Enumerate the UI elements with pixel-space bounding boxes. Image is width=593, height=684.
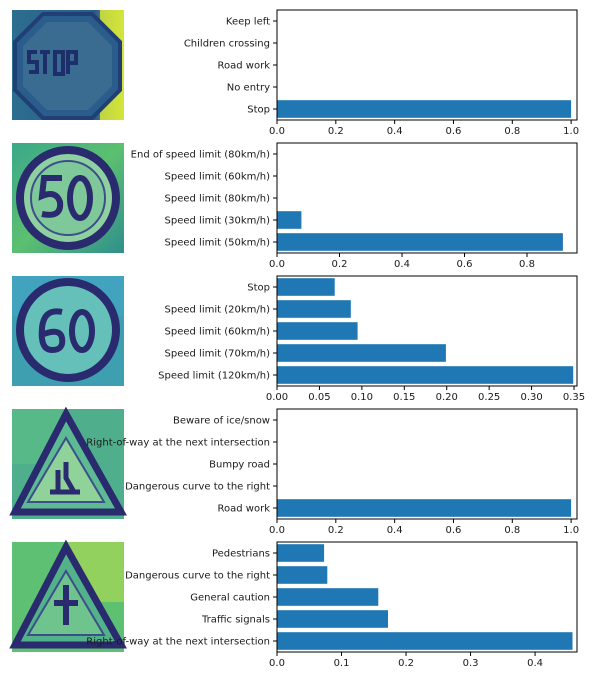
- category-label: Road work: [218, 504, 271, 515]
- x-tick-label: 0.2: [332, 259, 348, 270]
- category-label: Speed limit (60km/h): [165, 327, 271, 338]
- category-label: Keep left: [226, 17, 270, 28]
- category-label: Beware of ice/snow: [173, 416, 270, 427]
- axes-frame: [276, 9, 578, 121]
- category-label: Speed limit (60km/h): [165, 172, 271, 183]
- axes-frame: [276, 275, 578, 387]
- x-tick-label: 0.6: [457, 259, 473, 270]
- stop-sign-thumbnail: [12, 10, 124, 120]
- right-of-way-thumbnail: [9, 539, 127, 652]
- bar: [277, 100, 572, 118]
- chart-2: Speed limit (50km/h) Speed limit (30km/h)…: [131, 142, 578, 270]
- category-label: Stop: [247, 283, 270, 294]
- x-tick-label: 0.10: [351, 392, 373, 403]
- x-tick-label: 0.6: [446, 525, 462, 536]
- category-label: Speed limit (50km/h): [165, 238, 271, 249]
- x-tick-label: 0.15: [393, 392, 415, 403]
- bar: [277, 278, 335, 296]
- x-tick-label: 0.8: [504, 126, 520, 137]
- x-tick-label: 0.0: [269, 259, 285, 270]
- category-label: Speed limit (20km/h): [165, 305, 271, 316]
- x-tick-label: 0.0: [269, 525, 285, 536]
- bar: [277, 566, 328, 584]
- axes-frame: [276, 142, 578, 254]
- x-tick-label: 0.35: [563, 392, 585, 403]
- bar: [277, 344, 446, 362]
- category-label: Speed limit (30km/h): [165, 216, 271, 227]
- category-label: Right-of-way at the next intersection: [86, 438, 270, 449]
- x-tick-label: 1.0: [563, 525, 579, 536]
- chart-1: Stop No entry Road work Children crossing Ke…: [184, 9, 579, 137]
- x-tick-label: 0.4: [527, 658, 543, 669]
- x-tick-label: 0.05: [308, 392, 330, 403]
- category-label: Pedestrians: [212, 549, 270, 560]
- x-tick-label: 0.25: [478, 392, 500, 403]
- category-label: Road work: [218, 61, 271, 72]
- category-label: General caution: [190, 593, 270, 604]
- category-label: Bumpy road: [209, 460, 270, 471]
- bar: [277, 588, 379, 606]
- x-tick-label: 0.20: [436, 392, 458, 403]
- x-tick-label: 0.2: [328, 525, 344, 536]
- category-label: Dangerous curve to the right: [125, 571, 270, 582]
- x-tick-label: 0.6: [446, 126, 462, 137]
- category-label: No entry: [227, 83, 270, 94]
- chart-4: Road work Dangerous curve to the right Bum…: [86, 408, 579, 536]
- x-tick-label: 0.0: [269, 126, 285, 137]
- category-label: Speed limit (80km/h): [165, 194, 271, 205]
- bar: [277, 610, 388, 628]
- category-label: Traffic signals: [201, 615, 270, 626]
- category-label: Right-of-way at the next intersection: [86, 637, 270, 648]
- chart-5: Right-of-way at the next intersection Tra…: [86, 541, 578, 669]
- speed-limit-50-thumbnail: [12, 143, 124, 253]
- bar: [277, 211, 302, 229]
- x-tick-label: 0.3: [463, 658, 479, 669]
- x-tick-label: 0.0: [269, 658, 285, 669]
- axes-frame: [276, 408, 578, 520]
- chart-3: Speed limit (120km/h) Speed limit (70km/h…: [158, 275, 585, 403]
- x-tick-label: 0.4: [394, 259, 410, 270]
- category-label: Children crossing: [184, 39, 270, 50]
- category-label: Speed limit (70km/h): [165, 349, 271, 360]
- category-label: End of speed limit (80km/h): [131, 150, 270, 161]
- road-work-thumbnail: [9, 406, 127, 519]
- x-tick-label: 0.8: [504, 525, 520, 536]
- category-label: Speed limit (120km/h): [158, 371, 270, 382]
- category-label: Dangerous curve to the right: [125, 482, 270, 493]
- bar: [277, 300, 351, 318]
- bar: [277, 632, 573, 650]
- x-tick-label: 0.2: [328, 126, 344, 137]
- bar: [277, 233, 563, 251]
- bar: [277, 544, 325, 562]
- category-label: Stop: [247, 105, 270, 116]
- x-tick-label: 0.00: [266, 392, 288, 403]
- speed-limit-60-thumbnail: [12, 276, 124, 386]
- x-tick-label: 0.2: [398, 658, 414, 669]
- x-tick-label: 1.0: [563, 126, 579, 137]
- x-tick-label: 0.4: [387, 525, 403, 536]
- x-tick-label: 0.30: [520, 392, 542, 403]
- axes-frame: [276, 541, 578, 653]
- bar: [277, 366, 574, 384]
- bar: [277, 499, 572, 517]
- x-tick-label: 0.1: [334, 658, 350, 669]
- x-tick-label: 0.8: [519, 259, 535, 270]
- x-tick-label: 0.4: [387, 126, 403, 137]
- bar: [277, 322, 358, 340]
